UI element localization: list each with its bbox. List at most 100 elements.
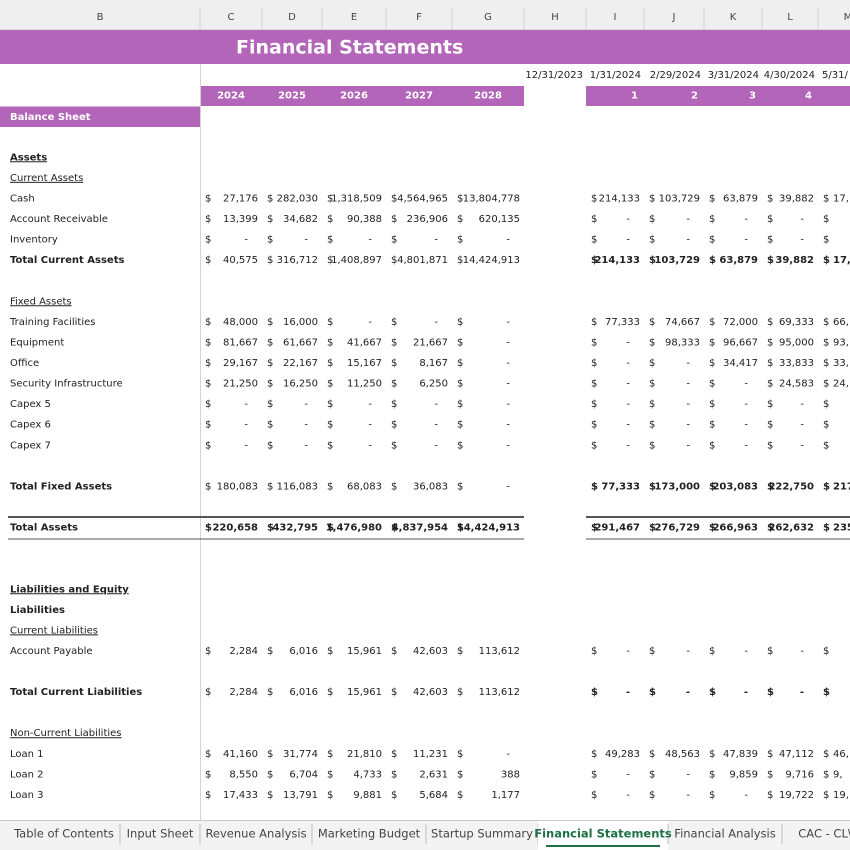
column-letter: K <box>730 12 737 23</box>
currency-symbol: $ <box>649 255 656 266</box>
cell-value: - <box>368 235 372 246</box>
currency-symbol: $ <box>767 214 773 225</box>
currency-symbol: $ <box>327 317 333 328</box>
cell-value: - <box>686 769 690 780</box>
currency-symbol: $ <box>823 790 829 801</box>
currency-symbol: $ <box>823 337 829 348</box>
cell-value: 15,961 <box>347 687 382 698</box>
cell-value: - <box>368 440 372 451</box>
row-label: Current Assets <box>10 173 83 184</box>
cell-value: 220,658 <box>212 523 258 534</box>
cell-value: 388 <box>501 769 520 780</box>
cell-value: - <box>686 440 690 451</box>
currency-symbol: $ <box>649 481 656 492</box>
currency-symbol: $ <box>267 481 273 492</box>
cell-value: - <box>626 379 630 390</box>
currency-symbol: $ <box>823 214 829 225</box>
currency-symbol: $ <box>327 255 333 266</box>
cell-value: - <box>800 399 804 410</box>
row-label: Capex 5 <box>10 399 51 410</box>
currency-symbol: $ <box>709 193 715 204</box>
currency-symbol: $ <box>649 193 655 204</box>
cell-value: - <box>686 235 690 246</box>
currency-symbol: $ <box>457 749 463 760</box>
cell-value: - <box>626 790 630 801</box>
currency-symbol: $ <box>391 255 397 266</box>
currency-symbol: $ <box>767 235 773 246</box>
period-header: 3 <box>749 91 756 102</box>
cell-value: 236,906 <box>407 214 448 225</box>
cell-value: 17,433 <box>223 790 258 801</box>
currency-symbol: $ <box>267 337 273 348</box>
cell-value: 5,684 <box>419 790 448 801</box>
currency-symbol: $ <box>391 379 397 390</box>
cell-value: - <box>434 399 438 410</box>
sheet-tab[interactable]: Input Sheet <box>127 827 194 841</box>
cell-value: - <box>626 687 630 698</box>
cell-value: - <box>686 214 690 225</box>
cell-value: - <box>626 358 630 369</box>
cell-value: 235, <box>833 523 850 534</box>
currency-symbol: $ <box>327 358 333 369</box>
column-letter: G <box>484 12 492 23</box>
sheet-tab[interactable]: Marketing Budget <box>318 827 421 841</box>
currency-symbol: $ <box>649 769 655 780</box>
cell-value: 282,030 <box>277 193 318 204</box>
currency-symbol: $ <box>391 749 397 760</box>
currency-symbol: $ <box>767 769 773 780</box>
currency-symbol: $ <box>267 358 273 369</box>
currency-symbol: $ <box>767 358 773 369</box>
cell-value: - <box>744 790 748 801</box>
cell-value: 21,667 <box>413 337 448 348</box>
row-label: Capex 6 <box>10 420 51 431</box>
currency-symbol: $ <box>649 235 655 246</box>
currency-symbol: $ <box>205 337 211 348</box>
row-label: Liabilities <box>10 605 65 616</box>
cell-value: 21,810 <box>347 749 382 760</box>
sheet-tab[interactable]: Financial Analysis <box>674 827 775 841</box>
cell-value: - <box>368 317 372 328</box>
currency-symbol: $ <box>823 420 829 431</box>
sheet-tab[interactable]: Table of Contents <box>13 827 114 841</box>
currency-symbol: $ <box>327 379 333 390</box>
sheet-tab[interactable]: Revenue Analysis <box>205 827 306 841</box>
cell-value: 72,000 <box>723 317 758 328</box>
currency-symbol: $ <box>591 214 597 225</box>
currency-symbol: $ <box>823 235 829 246</box>
currency-symbol: $ <box>267 790 273 801</box>
cell-value: 40,575 <box>223 255 258 266</box>
sheet-title: Financial Statements <box>236 37 463 59</box>
cell-value: - <box>506 481 510 492</box>
currency-symbol: $ <box>709 790 715 801</box>
sheet-tab[interactable]: CAC - CL\ <box>798 827 850 841</box>
cell-value: - <box>506 337 510 348</box>
currency-symbol: $ <box>709 235 715 246</box>
cell-value: - <box>368 420 372 431</box>
cell-value: 34,417 <box>723 358 758 369</box>
cell-value: - <box>304 440 308 451</box>
currency-symbol: $ <box>823 317 829 328</box>
cell-value: 95,000 <box>779 337 814 348</box>
currency-symbol: $ <box>391 769 397 780</box>
currency-symbol: $ <box>649 749 655 760</box>
currency-symbol: $ <box>823 379 829 390</box>
cell-value: 15,961 <box>347 646 382 657</box>
currency-symbol: $ <box>205 646 211 657</box>
currency-symbol: $ <box>709 420 715 431</box>
cell-value: 24,583 <box>779 379 814 390</box>
cell-value: 4,564,965 <box>397 193 448 204</box>
period-header: 4 <box>805 91 812 102</box>
date-header: 3/31/2024 <box>708 70 759 81</box>
sheet-tab[interactable]: Startup Summary <box>431 827 533 841</box>
cell-value: - <box>800 214 804 225</box>
cell-value: 16,250 <box>283 379 318 390</box>
currency-symbol: $ <box>267 255 273 266</box>
currency-symbol: $ <box>709 481 716 492</box>
cell-value: 2,284 <box>229 646 258 657</box>
cell-value: 266,963 <box>712 523 758 534</box>
currency-symbol: $ <box>267 399 273 410</box>
cell-value: 29,167 <box>223 358 258 369</box>
currency-symbol: $ <box>457 214 463 225</box>
currency-symbol: $ <box>649 523 656 534</box>
sheet-tab[interactable]: Financial Statements <box>534 827 672 841</box>
